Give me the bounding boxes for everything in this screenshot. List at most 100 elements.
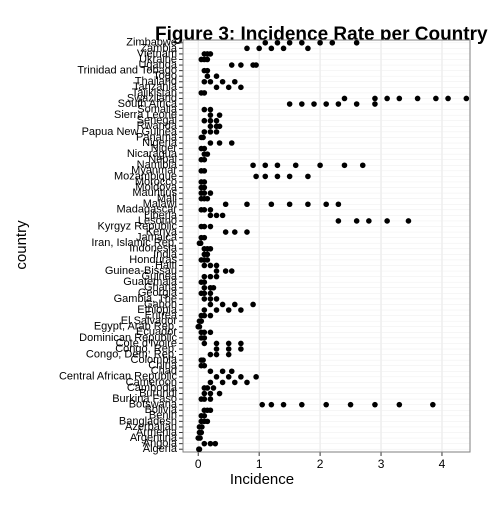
dot [323, 201, 329, 208]
dot [207, 262, 214, 269]
dot [366, 218, 372, 224]
dot [238, 346, 244, 352]
dot [219, 78, 226, 85]
dot [286, 201, 293, 208]
y-tick-label: Panama [136, 131, 178, 143]
y-tick-label: Haiti [155, 259, 177, 271]
dot [213, 212, 220, 219]
dot [207, 207, 214, 213]
dot [201, 179, 208, 185]
y-tick-label: Cote d'Ivoire [116, 337, 177, 349]
y-tick-label: Cameroon [126, 376, 177, 388]
dot [225, 307, 232, 313]
dot [216, 112, 223, 118]
dot [225, 84, 232, 91]
y-tick-label: Congo, Rep. [115, 343, 177, 355]
y-tick-label: Ethiopia [137, 304, 178, 316]
y-tick-label: Algeria [143, 443, 178, 455]
y-tick-label: Ghana [144, 282, 178, 294]
dot [213, 374, 220, 380]
dot [341, 162, 348, 169]
dot [268, 401, 275, 408]
y-tick-label: Colombia [131, 354, 178, 366]
y-tick-label: Swaziland [127, 92, 177, 104]
dot [238, 84, 244, 91]
dot [463, 95, 470, 102]
dot [204, 257, 211, 263]
dot [213, 73, 220, 79]
dot [201, 413, 208, 419]
y-tick-label: Guinea-Bissau [105, 265, 177, 277]
y-tick-label: Trinidad and Tobago [77, 65, 177, 77]
dot [207, 379, 214, 386]
dot [201, 223, 208, 230]
dot [201, 279, 208, 285]
y-tick-label: Morocco [135, 176, 177, 188]
dot [201, 156, 208, 163]
dot [238, 62, 244, 68]
dot [262, 173, 269, 180]
y-tick-label: Somalia [137, 104, 178, 116]
y-tick-label: Bangladesh [119, 415, 177, 427]
dot [445, 95, 451, 102]
y-tick-label: Jamaica [136, 232, 178, 244]
dot [228, 140, 235, 146]
x-tick-label: 3 [378, 457, 385, 471]
dot [204, 251, 211, 258]
dot [359, 162, 366, 169]
y-tick-label: India [153, 248, 178, 260]
dot [201, 145, 208, 152]
y-axis-title: country [13, 220, 30, 270]
dot [219, 379, 226, 386]
dot [305, 45, 311, 52]
y-tick-label: Argentina [130, 432, 178, 444]
dot [213, 346, 220, 352]
dot [201, 190, 208, 196]
y-tick-label: Thailand [135, 76, 177, 88]
dot [213, 84, 220, 91]
dot [222, 201, 229, 208]
y-tick-label: Ukraine [139, 53, 177, 65]
y-tick-label: Myanmar [131, 165, 177, 177]
dot [207, 212, 214, 219]
dot [201, 312, 208, 319]
y-tick-label: Kyrgyz Republic [98, 220, 178, 232]
dot [253, 173, 259, 180]
y-tick-label: South Africa [118, 98, 178, 110]
dot [299, 39, 305, 46]
dot [196, 446, 203, 453]
dot [207, 223, 214, 230]
dot [201, 440, 208, 447]
dot [207, 396, 214, 402]
dot [204, 67, 211, 74]
dot [372, 95, 378, 102]
dot [207, 301, 214, 308]
dot [222, 229, 229, 235]
y-tick-label: Vietnam [137, 48, 177, 60]
y-tick-label: Burkina Faso [112, 393, 177, 405]
dot [253, 62, 259, 68]
dot [201, 290, 208, 297]
dot [311, 101, 317, 107]
y-tick-label: Rwanda [137, 120, 178, 132]
dot [335, 218, 342, 224]
y-tick-label: Zimbabwe [126, 37, 177, 49]
dot [207, 78, 214, 85]
dot [372, 401, 378, 408]
dot [213, 262, 220, 269]
dot [225, 346, 232, 352]
dot [244, 229, 250, 235]
dot [317, 39, 323, 46]
y-tick-label: Nepal [148, 154, 177, 166]
dot [433, 95, 439, 102]
y-tick-label: Burundi [139, 387, 177, 399]
dot [341, 95, 348, 102]
dot [213, 296, 220, 302]
dot [207, 112, 214, 118]
dot [219, 368, 226, 375]
y-tick-label: Uganda [138, 59, 177, 71]
dot [199, 424, 205, 430]
dot [207, 51, 214, 57]
dot [238, 374, 244, 380]
